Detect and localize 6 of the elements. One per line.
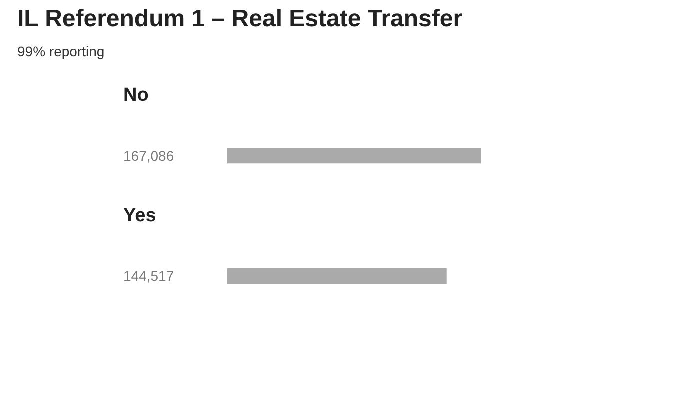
text: 99% reporting bbox=[18, 44, 105, 60]
chart-title: IL Referendum 1 – Real Estate Transfer bbox=[18, 6, 463, 32]
y-tick-label: No bbox=[124, 85, 149, 106]
data-label: 144,517 bbox=[124, 268, 174, 284]
data-label: 167,086 bbox=[124, 148, 174, 164]
y-tick-label: Yes bbox=[124, 206, 156, 227]
